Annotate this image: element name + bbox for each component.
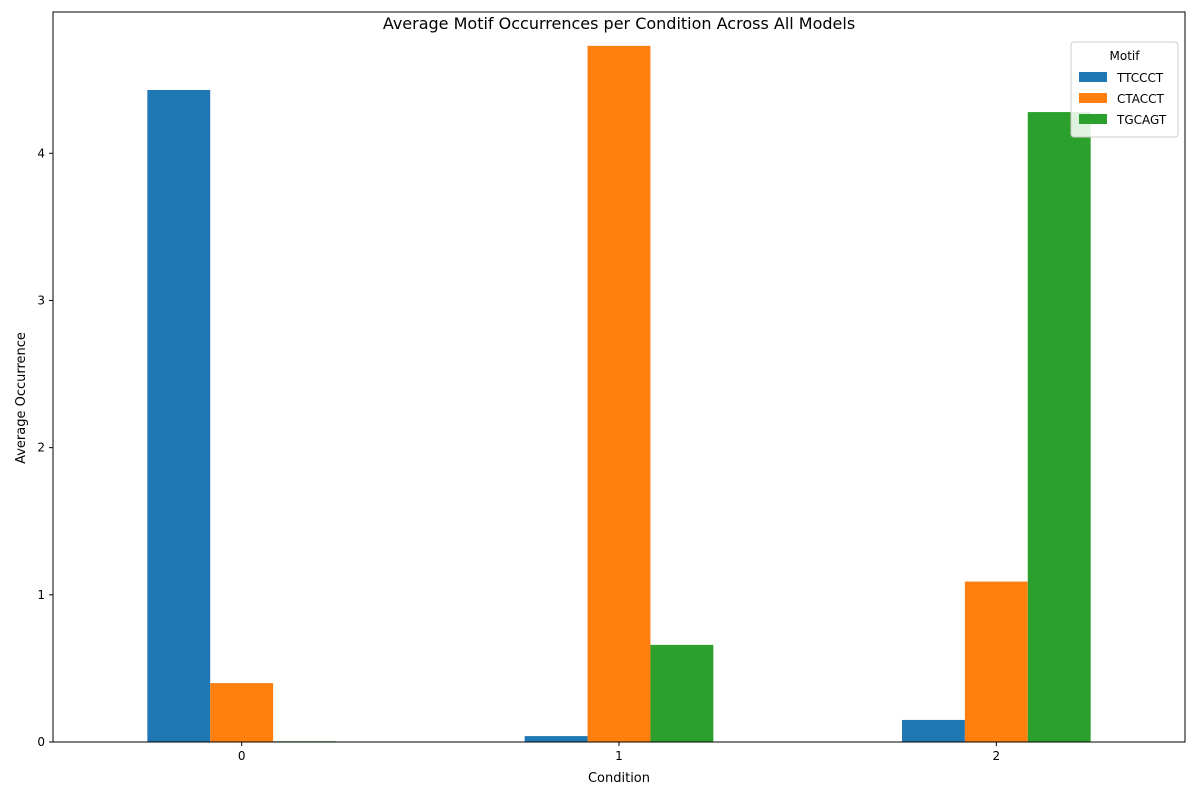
legend-title: Motif — [1110, 49, 1141, 63]
x-axis-label: Condition — [588, 771, 650, 786]
y-tick-label: 3 — [37, 293, 45, 307]
legend-swatch-tgcagt — [1079, 114, 1107, 124]
y-axis-label: Average Occurrence — [14, 332, 29, 464]
bar-ctacct-condition-2 — [964, 581, 1028, 742]
bars-layer — [147, 45, 1091, 743]
x-tick-label: 0 — [238, 749, 246, 763]
x-tick-label: 1 — [615, 749, 623, 763]
chart-title: Average Motif Occurrences per Condition … — [383, 14, 855, 33]
bar-ctacct-condition-0 — [210, 683, 274, 742]
y-tick-label: 2 — [37, 441, 45, 455]
legend-swatch-ctacct — [1079, 93, 1107, 103]
bar-ttccct-condition-0 — [147, 90, 211, 743]
legend-swatch-ttccct — [1079, 72, 1107, 82]
y-tick-label: 0 — [37, 735, 45, 749]
legend-label-ttccct: TTCCCT — [1116, 71, 1164, 85]
x-tick-label: 2 — [993, 749, 1001, 763]
legend: Motif TTCCCT CTACCT TGCAGT — [1070, 41, 1179, 138]
bar-tgcagt-condition-1 — [650, 644, 714, 742]
legend-label-ctacct: CTACCT — [1117, 92, 1165, 106]
legend-label-tgcagt: TGCAGT — [1116, 113, 1167, 127]
bar-ttccct-condition-2 — [902, 719, 965, 742]
bar-ctacct-condition-1 — [587, 45, 651, 742]
y-tick-label: 4 — [37, 146, 45, 160]
y-tick-label: 1 — [37, 588, 45, 602]
axes-layer: 0 1 2 0 1 2 3 4 — [37, 11, 1186, 763]
bar-tgcagt-condition-2 — [1027, 112, 1091, 743]
legend-box — [1070, 41, 1179, 138]
bar-ttccct-condition-1 — [524, 736, 588, 742]
